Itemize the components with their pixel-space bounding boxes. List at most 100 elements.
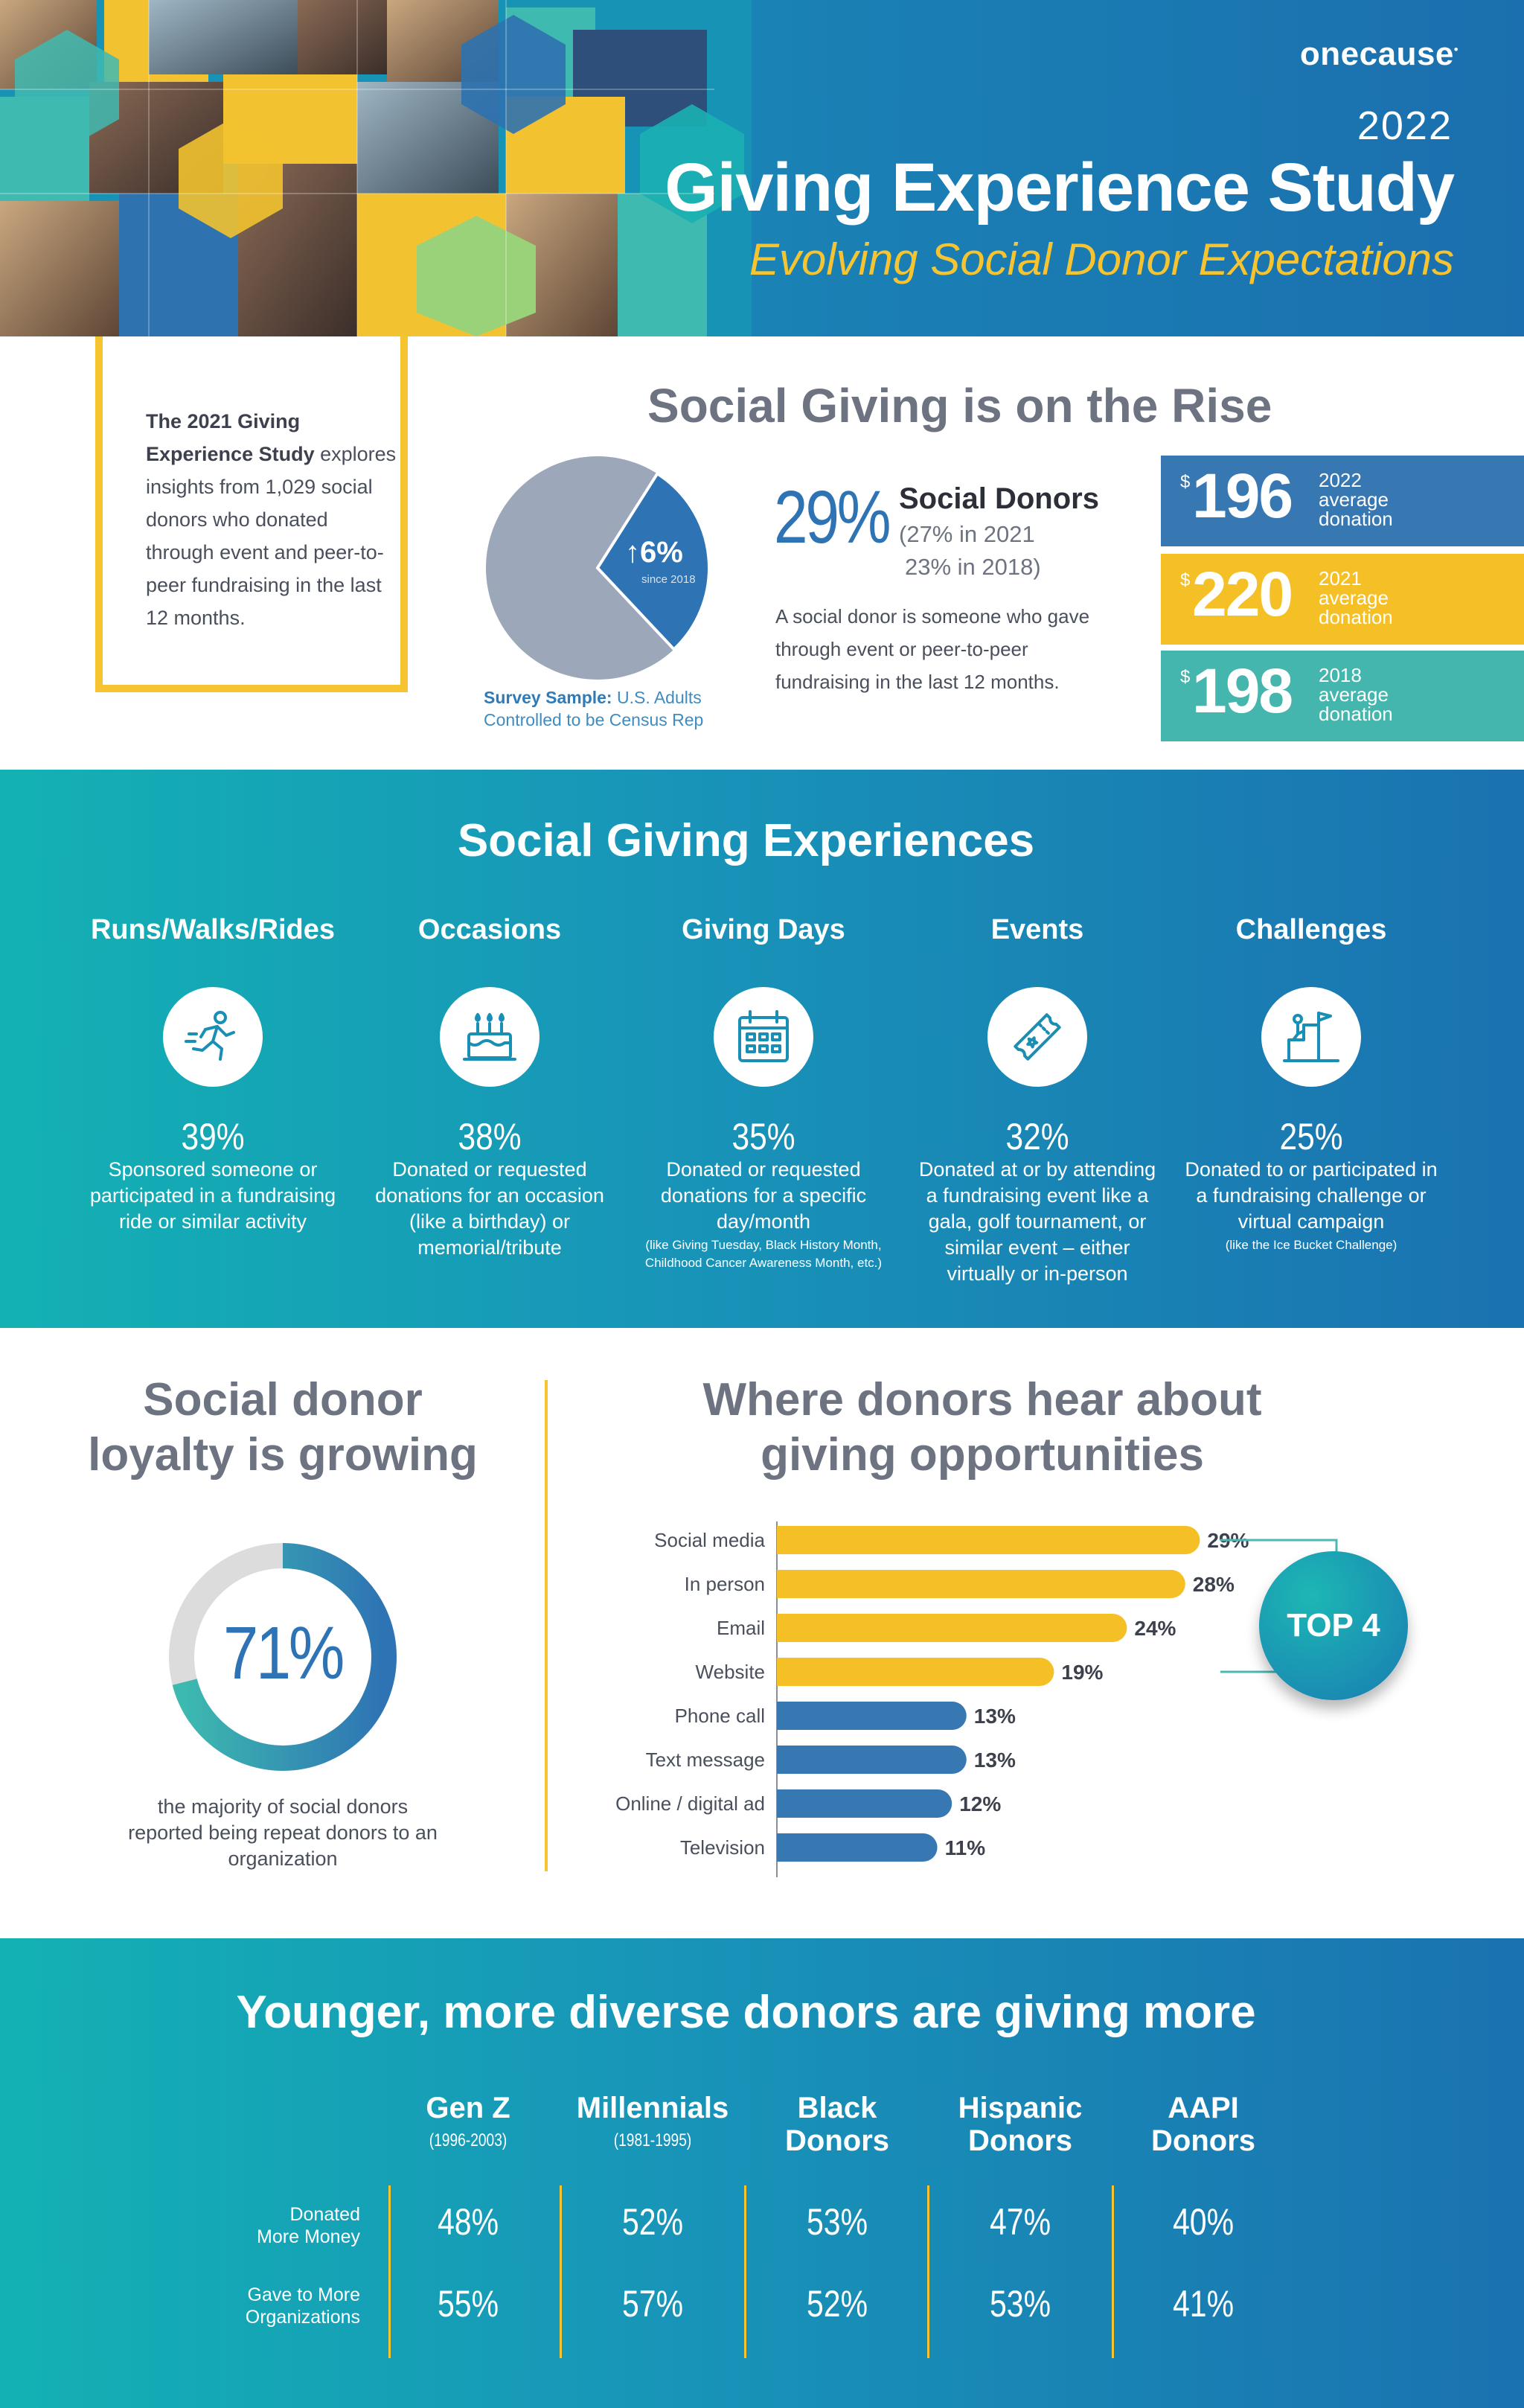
category-label: Email: [717, 1617, 765, 1639]
column-divider: [927, 2185, 929, 2358]
cell-hispanic-money: 47%: [989, 2201, 1051, 2243]
section-social-giving-experiences: Social Giving Experiences Runs/Walks/Rid…: [0, 770, 1524, 1328]
bar-cap: [777, 1614, 805, 1642]
section-title: Social Giving is on the Rise: [647, 379, 1272, 432]
social-donor-pie: [486, 456, 711, 680]
loyalty-text: the majority of social donors reported b…: [128, 1795, 438, 1870]
category-label: Phone call: [675, 1705, 765, 1727]
cell-aapi-orgs: 41%: [1172, 2283, 1235, 2325]
cell-black-money: 53%: [806, 2201, 868, 2243]
experience-runs: Runs/Walks/Rides 39% Sponsored someone o…: [89, 914, 336, 1233]
bar-cap: [777, 1570, 805, 1598]
survey-sample: Survey Sample: U.S. Adults Controlled to…: [484, 688, 704, 729]
pie-since: since 2018: [641, 573, 696, 586]
bar-cap: [777, 1789, 805, 1818]
value-label: 13%: [974, 1705, 1016, 1728]
cell-hispanic-orgs: 53%: [989, 2283, 1051, 2325]
value-label: 19%: [1061, 1661, 1103, 1684]
bar-cap: [777, 1833, 805, 1862]
bar-cap: [777, 1526, 805, 1554]
experience-challenges: Challenges 25% Donated to or participate…: [1185, 914, 1438, 1252]
social-donor-percent: 29%: [774, 476, 891, 559]
bar-phone-call: [777, 1702, 967, 1730]
pie-increase: ↑6%: [625, 536, 683, 569]
category-label: In person: [685, 1573, 765, 1595]
cell-black-orgs: 52%: [806, 2283, 868, 2325]
bar-cap: [777, 1746, 805, 1774]
cell-genz-money: 48%: [437, 2201, 499, 2243]
onecause-logo: onecause•: [1299, 36, 1459, 72]
row-label-more-money: Donated More Money: [257, 2204, 360, 2247]
section-title: Social Giving Experiences: [457, 815, 1035, 866]
group-aapi-donors: AAPI Donors: [1151, 2092, 1255, 2157]
bar-cap: [777, 1658, 805, 1686]
loyalty-donut: [169, 1543, 397, 1771]
birthday-cake-icon: [440, 987, 540, 1087]
header-banner: onecause• 2022 Giving Experience Study E…: [0, 0, 1524, 336]
cell-aapi-money: 40%: [1172, 2201, 1235, 2243]
cell-millennials-money: 52%: [621, 2201, 684, 2243]
social-donor-label: Social Donors: [899, 482, 1099, 515]
top4-callout: TOP 4: [1259, 1551, 1408, 1700]
experience-occasions: Occasions 38% Donated or requested donat…: [375, 914, 604, 1259]
cell-millennials-orgs: 57%: [621, 2283, 684, 2325]
value-label: 12%: [959, 1792, 1001, 1815]
bar-text-message: [777, 1746, 967, 1774]
section-divider: [545, 1380, 548, 1871]
section-loyalty-and-channels: Social donor loyalty is growing 71% the m…: [0, 1328, 1524, 1938]
group-millennials: Millennials (1981-1995): [576, 2092, 729, 2150]
donation-card-2022: $ 196 2022 average donation: [1161, 456, 1524, 546]
value-label: 13%: [974, 1748, 1016, 1772]
donut-arc-repeat-donors: [169, 1543, 397, 1771]
report-year: 2022: [1357, 103, 1453, 148]
runner-icon: [163, 987, 263, 1087]
bar-cap: [777, 1702, 805, 1730]
mosaic-tiles: [0, 0, 752, 336]
loyalty-title: Social donor loyalty is growing: [88, 1374, 478, 1481]
report-subtitle: Evolving Social Donor Expectations: [749, 234, 1454, 284]
donation-card-2021: $ 220 2021 average donation: [1161, 554, 1524, 645]
channels-title: Where donors hear about giving opportunit…: [702, 1374, 1262, 1481]
bar-online-digital-ad: [777, 1789, 952, 1818]
section-social-giving-rise: The 2021 Giving Experience Study explore…: [0, 336, 1524, 770]
report-title: Giving Experience Study: [665, 150, 1455, 226]
intro-box: The 2021 Giving Experience Study explore…: [95, 336, 408, 692]
photo-mosaic: [0, 0, 752, 336]
history-2021: (27% in 2021: [899, 521, 1035, 547]
section-younger-donors: Younger, more diverse donors are giving …: [0, 1938, 1524, 2408]
intro-text: The 2021 Giving Experience Study explore…: [146, 410, 397, 629]
ticket-icon: [987, 987, 1087, 1087]
donation-card-2018: $ 198 2018 average donation: [1161, 651, 1524, 741]
category-label: Social media: [654, 1529, 765, 1551]
category-label: Television: [680, 1836, 765, 1859]
loyalty-percent: 71%: [223, 1612, 345, 1695]
value-label: 28%: [1193, 1573, 1235, 1596]
column-divider: [388, 2185, 391, 2358]
bar-television: [777, 1833, 938, 1862]
row-label-more-orgs: Gave to More Organizations: [245, 2284, 360, 2328]
cell-genz-orgs: 55%: [437, 2283, 499, 2325]
bar-website: [777, 1658, 1054, 1686]
history-2018: 23% in 2018): [905, 554, 1041, 580]
column-divider: [1112, 2185, 1114, 2358]
section-title: Younger, more diverse donors are giving …: [236, 1987, 1256, 2038]
calendar-icon: [714, 987, 813, 1087]
social-donor-definition: A social donor is someone who gave throu…: [775, 605, 1090, 693]
group-gen-z: Gen Z (1996-2003): [426, 2092, 510, 2150]
climbing-flag-icon: [1261, 987, 1361, 1087]
value-label: 24%: [1134, 1617, 1176, 1640]
column-divider: [560, 2185, 562, 2358]
category-label: Website: [696, 1661, 765, 1683]
bar-social-media: [777, 1526, 1200, 1554]
experience-events: Events 32% Donated at or by attending a …: [918, 914, 1156, 1285]
channels-bar-chart: Social media 29%In person 28%Email 24%Websi…: [615, 1521, 1338, 1877]
experience-giving-days: Giving Days 35% Donated or requested don…: [644, 914, 883, 1270]
bar-email: [777, 1614, 1127, 1642]
pie-slice-social-donors: [595, 471, 711, 652]
value-label: 11%: [945, 1836, 986, 1859]
category-label: Text message: [646, 1748, 765, 1771]
bar-in-person: [777, 1570, 1185, 1598]
column-divider: [744, 2185, 746, 2358]
group-black-donors: Black Donors: [785, 2092, 889, 2157]
group-hispanic-donors: Hispanic Donors: [958, 2092, 1083, 2157]
